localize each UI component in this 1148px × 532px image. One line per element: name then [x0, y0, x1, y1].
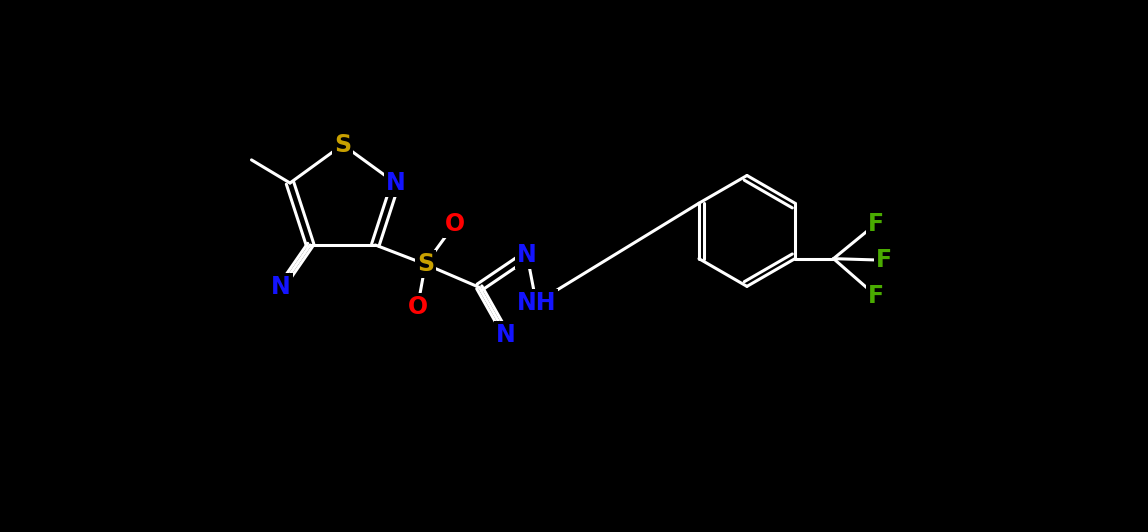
- Text: N: N: [496, 323, 517, 347]
- Text: N: N: [517, 243, 537, 267]
- Text: O: O: [444, 212, 465, 236]
- Text: F: F: [876, 248, 892, 272]
- Text: N: N: [271, 276, 290, 300]
- Text: F: F: [868, 284, 884, 307]
- Text: S: S: [334, 132, 351, 157]
- Text: F: F: [868, 212, 884, 236]
- Text: S: S: [417, 252, 434, 276]
- Text: N: N: [386, 171, 405, 195]
- Text: O: O: [408, 295, 428, 319]
- Text: NH: NH: [517, 290, 556, 315]
